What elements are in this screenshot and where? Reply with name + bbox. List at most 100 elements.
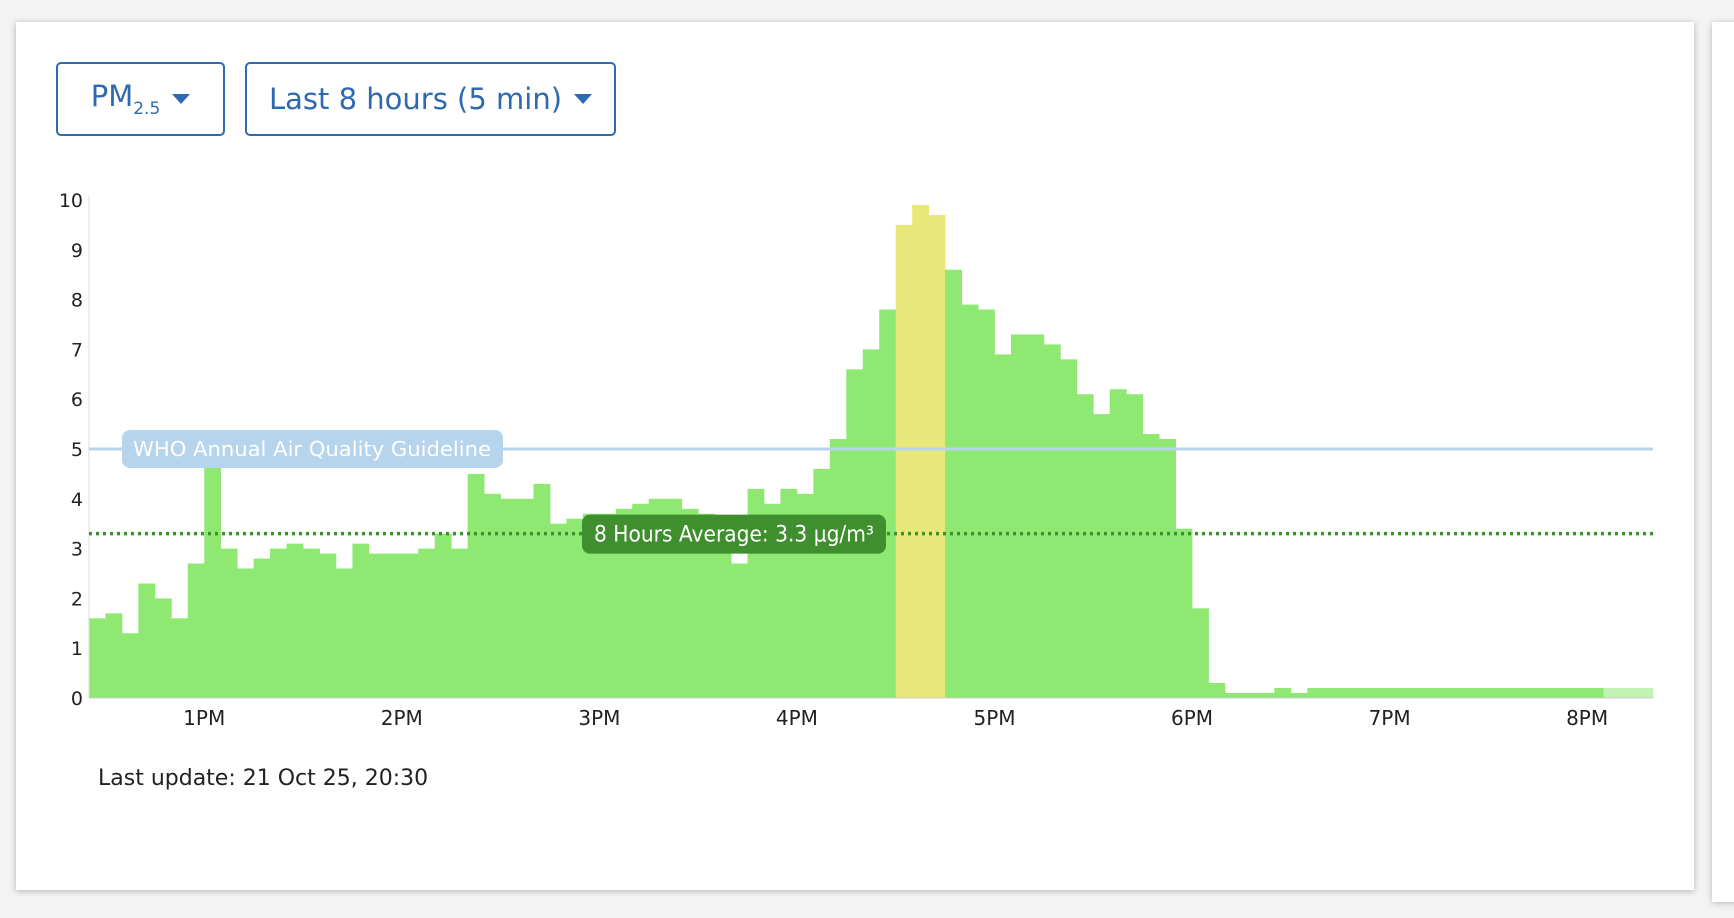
- adjacent-card-edge: [1712, 22, 1734, 902]
- bar: [1010, 334, 1028, 698]
- bar: [1603, 688, 1621, 698]
- bar: [187, 563, 205, 698]
- bar: [451, 548, 469, 698]
- bar: [1488, 688, 1506, 698]
- bar: [1307, 688, 1325, 698]
- bar: [698, 513, 715, 698]
- time-range-dropdown[interactable]: Last 8 hours (5 min): [245, 62, 616, 136]
- y-tick-label: 6: [71, 389, 83, 411]
- bar: [204, 463, 222, 698]
- bar: [1192, 608, 1209, 698]
- last-update-text: Last update: 21 Oct 25, 20:30: [98, 766, 429, 791]
- y-tick-label: 8: [71, 290, 83, 312]
- bar: [912, 204, 930, 699]
- pollutant-label: PM2.5: [90, 79, 161, 119]
- bar: [401, 553, 419, 698]
- y-tick-label: 7: [71, 339, 83, 361]
- bar: [829, 439, 847, 698]
- bar: [1241, 693, 1259, 698]
- bar: [1142, 434, 1160, 698]
- bar: [1521, 688, 1539, 698]
- x-tick-label: 4PM: [776, 706, 818, 730]
- bar: [1060, 359, 1078, 698]
- bar: [1043, 344, 1061, 698]
- bar: [1455, 688, 1473, 698]
- bar: [1471, 688, 1489, 698]
- bar: [1224, 693, 1242, 698]
- bar: [1422, 688, 1440, 698]
- bar: [1208, 683, 1226, 698]
- y-tick-label: 3: [71, 539, 83, 561]
- bar: [1356, 688, 1374, 698]
- bar: [319, 553, 337, 698]
- y-tick-label: 0: [71, 688, 83, 710]
- bar: [418, 548, 436, 698]
- y-tick-label: 1: [71, 638, 83, 660]
- who-guideline-label: WHO Annual Air Quality Guideline: [133, 437, 491, 461]
- bar: [582, 513, 600, 698]
- x-tick-label: 7PM: [1369, 706, 1411, 730]
- bar: [731, 563, 748, 698]
- bar: [1537, 688, 1555, 698]
- bar: [270, 548, 287, 698]
- bar: [549, 523, 567, 698]
- bar: [1076, 394, 1094, 698]
- bar: [1389, 688, 1407, 698]
- bar: [994, 354, 1012, 698]
- bar: [681, 508, 699, 698]
- bar: [895, 224, 913, 698]
- bar: [335, 568, 353, 698]
- y-tick-label: 9: [71, 240, 83, 262]
- x-tick-label: 3PM: [578, 706, 620, 730]
- bar: [138, 583, 156, 698]
- y-tick-label: 4: [71, 489, 83, 511]
- bar: [121, 633, 139, 698]
- bar: [171, 618, 189, 698]
- bar: [385, 553, 403, 698]
- reference-lines-group: WHO Annual Air Quality Guideline 8 Hours …: [89, 430, 1653, 554]
- bar: [1323, 688, 1341, 698]
- x-tick-label: 5PM: [973, 706, 1015, 730]
- bar: [237, 568, 255, 698]
- bar: [1027, 334, 1045, 698]
- bar: [1257, 693, 1275, 698]
- bar: [253, 558, 271, 698]
- bar: [615, 508, 633, 698]
- bars-group: [89, 204, 1654, 699]
- bar: [1406, 688, 1423, 698]
- bar: [714, 518, 732, 698]
- average-label: 8 Hours Average: 3.3 µg/m³: [594, 523, 874, 548]
- bar: [566, 518, 584, 698]
- bar: [517, 498, 534, 698]
- bar: [1554, 688, 1572, 698]
- axes-group: 0 1 2 3 4 5 6 7 8 9 10 1PM 2PM 3PM 4PM 5PM 6PM 7PM 8PM: [59, 190, 1653, 730]
- x-tick-label: 1PM: [183, 706, 225, 730]
- bar: [434, 533, 452, 698]
- bar: [961, 304, 979, 698]
- bar: [1340, 688, 1358, 698]
- bar: [1438, 688, 1456, 698]
- bar: [1620, 688, 1637, 698]
- bar: [484, 493, 501, 698]
- bar: [928, 214, 946, 698]
- bar: [154, 598, 172, 698]
- x-tick-label: 8PM: [1566, 706, 1608, 730]
- y-tick-label: 5: [71, 439, 83, 461]
- bar: [1373, 688, 1390, 698]
- bar: [89, 618, 106, 698]
- bar: [286, 543, 304, 698]
- y-tick-label: 10: [59, 190, 83, 212]
- bar: [1290, 693, 1308, 698]
- bar: [1109, 389, 1127, 698]
- pollutant-dropdown[interactable]: PM2.5: [56, 62, 225, 136]
- bar: [533, 483, 551, 698]
- bar: [945, 269, 962, 698]
- who-guideline-badge: [122, 430, 503, 468]
- x-tick-label: 6PM: [1171, 706, 1213, 730]
- bar: [1504, 688, 1522, 698]
- bar: [105, 613, 123, 698]
- bar: [1570, 688, 1588, 698]
- bar: [978, 309, 995, 698]
- average-badge: [582, 514, 886, 554]
